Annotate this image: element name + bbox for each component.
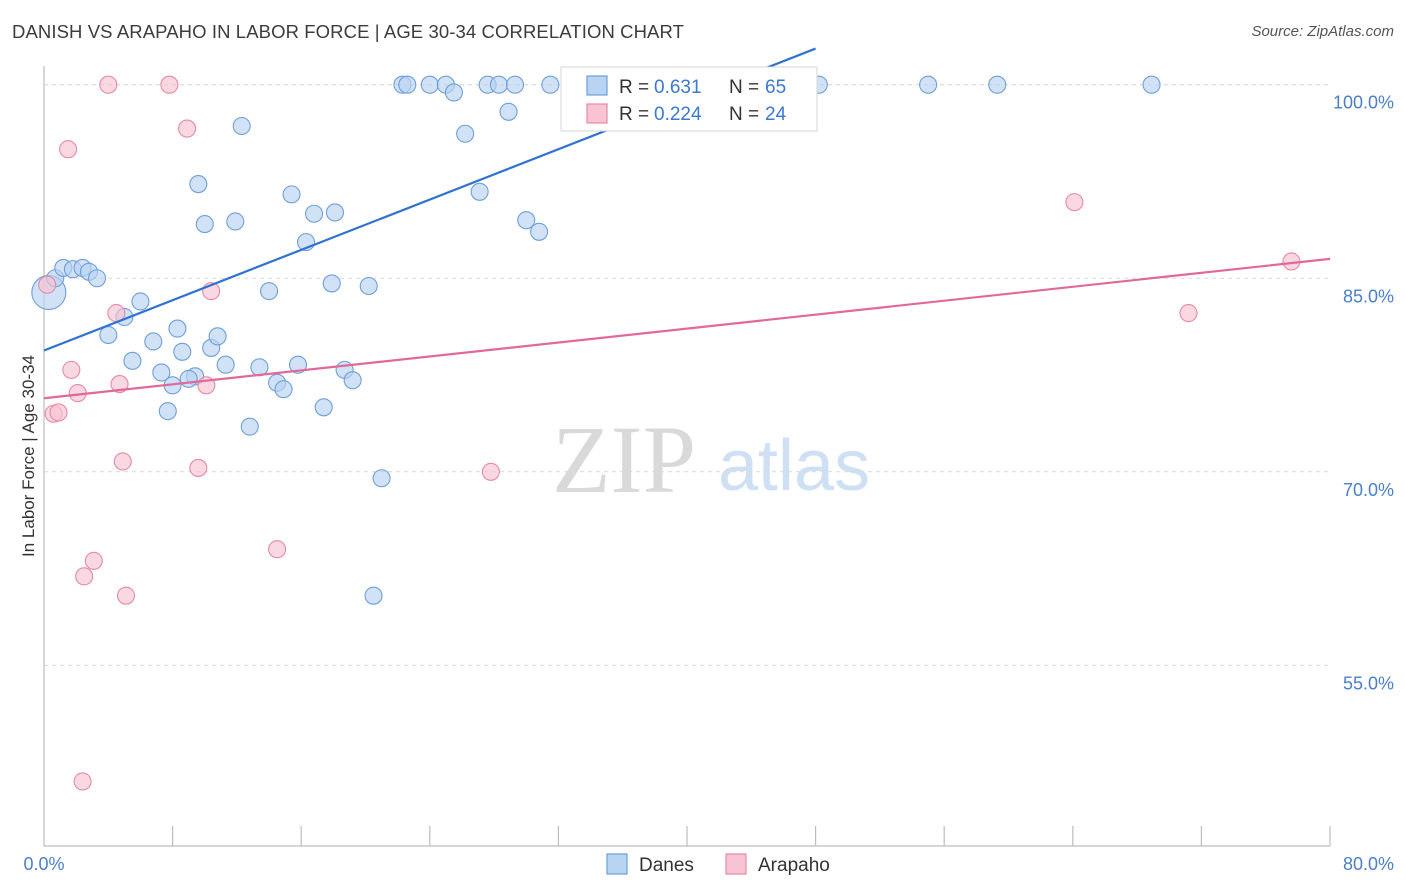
arapaho-point-2 xyxy=(49,403,68,422)
danes-point-12 xyxy=(152,363,171,382)
danes-point-34 xyxy=(305,204,324,223)
danes-points xyxy=(31,75,1161,605)
y-tick-label-85: 85.0% xyxy=(1343,286,1394,306)
arapaho-point-19 xyxy=(268,540,287,559)
danes-point-36 xyxy=(322,274,341,293)
danes-point-25 xyxy=(232,116,251,136)
arapaho-point-0 xyxy=(38,275,57,294)
danes-point-26 xyxy=(240,417,259,436)
stats-danes-r-label: R = xyxy=(619,77,649,98)
stats-arapaho-n-label: N = xyxy=(729,104,759,125)
danes-point-56 xyxy=(541,75,560,94)
legend-arapaho-label: Arapaho xyxy=(758,855,830,876)
danes-point-42 xyxy=(364,586,383,605)
danes-point-30 xyxy=(274,380,293,399)
danes-point-28 xyxy=(259,282,279,301)
danes-point-9 xyxy=(131,292,150,311)
danes-point-10 xyxy=(123,351,142,370)
danes-point-54 xyxy=(517,211,536,230)
arapaho-point-7 xyxy=(73,772,92,791)
x-tick-label-min: 0.0% xyxy=(23,854,64,874)
danes-point-45 xyxy=(420,75,439,94)
danes-point-23 xyxy=(216,355,235,374)
stats-box: R = 0.631 N = 65 R = 0.224 N = 24 xyxy=(560,66,818,132)
danes-point-20 xyxy=(195,215,214,234)
danes-point-22 xyxy=(208,327,227,346)
stats-arapaho-swatch xyxy=(586,103,608,124)
stats-arapaho-r-value: 0.224 xyxy=(654,104,702,125)
y-tick-labels: 55.0% 70.0% 85.0% 100.0% xyxy=(1333,93,1394,694)
stats-danes-n-label: N = xyxy=(729,77,759,98)
arapaho-point-8 xyxy=(84,551,103,570)
legend-danes-swatch xyxy=(606,853,628,875)
stats-danes-r-value: 0.631 xyxy=(654,77,702,98)
y-tick-label-100: 100.0% xyxy=(1333,93,1394,113)
arapaho-point-13 xyxy=(116,586,136,605)
danes-point-47 xyxy=(444,83,463,102)
arapaho-point-14 xyxy=(160,75,179,94)
chart-source: Source: ZipAtlas.com xyxy=(1251,23,1394,40)
y-tick-label-70: 70.0% xyxy=(1343,480,1394,500)
watermark: ZIP atlas xyxy=(552,406,870,513)
arapaho-point-4 xyxy=(62,360,81,379)
stats-arapaho-r-label: R = xyxy=(619,104,649,125)
danes-point-53 xyxy=(505,75,525,94)
danes-point-35 xyxy=(314,398,333,417)
arapaho-point-9 xyxy=(99,75,118,94)
arapaho-trend-line xyxy=(43,257,1331,400)
danes-point-41 xyxy=(372,469,391,488)
y-tick-label-55: 55.0% xyxy=(1343,673,1394,693)
danes-point-40 xyxy=(359,276,378,296)
arapaho-point-20 xyxy=(481,462,500,481)
danes-point-7 xyxy=(99,325,118,345)
watermark-zip: ZIP xyxy=(552,406,696,513)
danes-point-15 xyxy=(173,342,192,361)
danes-point-17 xyxy=(168,319,187,338)
x-ticks xyxy=(172,826,1331,846)
danes-point-64 xyxy=(1142,75,1161,94)
danes-point-55 xyxy=(530,222,549,241)
danes-point-24 xyxy=(226,212,245,231)
arapaho-point-21 xyxy=(1065,193,1084,212)
stats-arapaho-n-value: 24 xyxy=(765,104,787,125)
arapaho-point-6 xyxy=(75,567,94,586)
legend-danes-label: Danes xyxy=(639,855,694,876)
legend: Danes Arapaho xyxy=(606,853,830,876)
arapaho-point-11 xyxy=(110,375,129,394)
danes-point-48 xyxy=(456,124,475,143)
stats-danes-swatch xyxy=(586,75,608,96)
danes-point-32 xyxy=(288,355,308,374)
watermark-atlas: atlas xyxy=(718,426,870,506)
arapaho-point-12 xyxy=(113,452,132,471)
danes-point-14 xyxy=(158,402,177,421)
arapaho-point-22 xyxy=(1179,304,1198,323)
danes-point-11 xyxy=(144,332,163,351)
danes-point-44 xyxy=(398,75,417,94)
arapaho-point-3 xyxy=(59,140,78,159)
legend-arapaho-swatch xyxy=(725,853,747,875)
danes-point-52 xyxy=(499,102,518,121)
danes-point-18 xyxy=(179,369,198,388)
danes-point-63 xyxy=(988,75,1007,94)
danes-point-49 xyxy=(470,182,489,201)
arapaho-point-15 xyxy=(178,119,197,138)
y-axis-title: In Labor Force | Age 30-34 xyxy=(19,355,38,557)
x-tick-label-max: 80.0% xyxy=(1343,854,1394,874)
danes-point-6 xyxy=(87,269,107,288)
danes-point-39 xyxy=(343,371,362,390)
chart-title: DANISH VS ARAPAHO IN LABOR FORCE | AGE 3… xyxy=(12,21,685,42)
stats-danes-n-value: 65 xyxy=(765,77,786,98)
danes-point-62 xyxy=(919,75,938,94)
danes-point-19 xyxy=(189,175,208,194)
gridlines xyxy=(44,84,1330,666)
danes-point-31 xyxy=(282,185,301,204)
arapaho-point-16 xyxy=(189,458,208,477)
danes-point-51 xyxy=(489,75,508,94)
danes-point-37 xyxy=(325,203,345,222)
